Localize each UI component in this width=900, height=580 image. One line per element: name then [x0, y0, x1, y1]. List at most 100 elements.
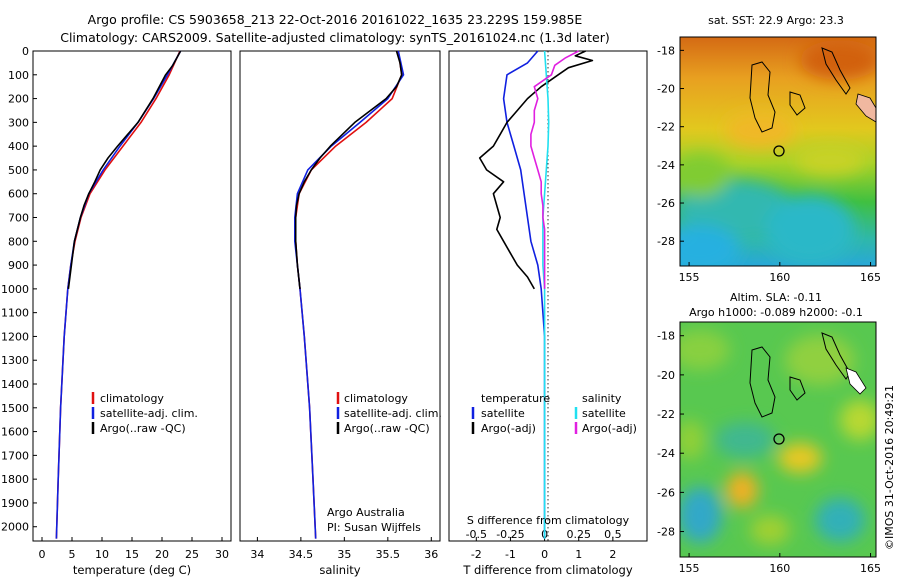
y-tick-label: 500: [8, 164, 29, 177]
argo-location-marker: [773, 145, 785, 157]
y-tick-label: 1300: [1, 354, 29, 367]
x-tick-label: 34: [250, 548, 264, 561]
y-tick-label: -20: [657, 83, 675, 96]
sla-map-title-2: Argo h1000: -0.089 h2000: -0.1: [689, 306, 863, 319]
x-tick-label: 35: [337, 548, 351, 561]
y-tick-label: -22: [657, 121, 675, 134]
temperature-plot-frame: [32, 50, 232, 542]
title-line-2: Climatology: CARS2009. Satellite-adjuste…: [60, 30, 610, 45]
y-tick-label: 1500: [1, 402, 29, 415]
x-tick-label: 165: [860, 562, 881, 575]
x-tick-label: 34.5: [289, 548, 314, 561]
y-tick-label: 1600: [1, 426, 29, 439]
y-tick-label: 900: [8, 259, 29, 272]
y-tick-label: 1400: [1, 378, 29, 391]
y-tick-label: 1000: [1, 283, 29, 296]
x-tick-label: 15: [125, 548, 139, 561]
s-tick-label: -0.5: [466, 528, 487, 541]
sla-map-y-ticks: -18 -20 -22 -24 -26 -28: [657, 330, 684, 539]
s-tick-label: 0.5: [604, 528, 622, 541]
legend-argo-label: Argo(..raw -QC): [100, 422, 186, 435]
y-tick-label: -18: [657, 44, 675, 57]
x-tick-label: 165: [860, 271, 881, 284]
title-line-1: Argo profile: CS 5903658_213 22-Oct-2016…: [88, 12, 583, 27]
x-tick-label: 20: [155, 548, 169, 561]
x-tick-label: 0: [541, 548, 548, 561]
salinity-x-label: salinity: [319, 563, 360, 577]
y-tick-label: 0: [22, 45, 29, 58]
island-outline: [789, 376, 806, 401]
temperature-x-ticks: 0 5 10 15 20 25 30: [39, 537, 229, 561]
series-line-1: [478, 50, 594, 290]
x-tick-label: 155: [679, 562, 700, 575]
sla-map-field: [680, 322, 876, 557]
legend-climatology-label: climatology: [100, 392, 164, 405]
difference-lines: [478, 50, 594, 539]
pi-credit: PI: Susan Wijffels: [327, 521, 421, 534]
s-tick-label: 0.25: [566, 528, 591, 541]
y-tick-label: -24: [657, 159, 675, 172]
argo-location-marker: [773, 433, 785, 445]
temperature-lines: [55, 50, 182, 539]
x-tick-label: 160: [769, 562, 790, 575]
x-tick-label: 35.5: [376, 548, 401, 561]
x-tick-label: 30: [215, 548, 229, 561]
sla-map-x-ticks: 155 160 165: [679, 553, 881, 575]
legend-salinity-header: salinity: [582, 392, 622, 405]
sst-map-y-ticks: -18 -20 -22 -24 -26 -28: [657, 44, 684, 248]
y-tick-label: -26: [657, 486, 675, 499]
x-tick-label: 0: [39, 548, 46, 561]
difference-panel: -2 -1 0 1 2-0.5 -0.25 0 0.25 0.5 T difference fr…: [448, 50, 648, 577]
x-tick-label: 25: [185, 548, 199, 561]
y-tick-label: -22: [657, 408, 675, 421]
y-tick-label: 1900: [1, 497, 29, 510]
x-tick-label: 36: [424, 548, 438, 561]
y-tick-label: -20: [657, 369, 675, 382]
island-outline: [749, 61, 776, 133]
series-line-3: [530, 50, 580, 289]
sla-map-frame: [679, 321, 877, 558]
sst-map-title: sat. SST: 22.9 Argo: 23.3: [708, 14, 844, 27]
x-tick-label: 2: [609, 548, 616, 561]
s-tick-label: -0.25: [496, 528, 524, 541]
legend-satellite-label: satellite-adj. clim.: [100, 407, 198, 420]
difference-s-x-label: S difference from climatology: [467, 514, 630, 527]
series-line-2: [294, 50, 403, 289]
sla-map-title-1: Altim. SLA: -0.11: [730, 291, 822, 304]
legend-s-argo-label: Argo(-adj): [582, 422, 637, 435]
series-line-0: [502, 50, 546, 539]
y-tick-label: -18: [657, 330, 675, 343]
sst-map-frame: [679, 36, 877, 267]
y-tick-label: 700: [8, 212, 29, 225]
sst-map-field: [680, 37, 876, 266]
temperature-y-ticks: 0 100 200 300 400 500 600 700 800 900 1000 1100 1200…: [1, 45, 37, 534]
x-tick-label: -1: [505, 548, 516, 561]
argo-australia-credit: Argo Australia: [327, 506, 405, 519]
series-line-1: [293, 50, 405, 539]
temperature-panel: 0100200300400500600700800900100011001200…: [1, 45, 232, 577]
sst-map-panel: sat. SST: 22.9 Argo: 23.3 -18 -20 -22 -24 -2…: [657, 14, 881, 284]
difference-legend: temperature salinity satellite Argo(-adj…: [471, 392, 637, 435]
salinity-lines: [293, 50, 405, 539]
island-outline: [821, 47, 851, 95]
legend-s-satellite-label: satellite: [582, 407, 626, 420]
legend-temperature-header: temperature: [481, 392, 550, 405]
y-tick-label: 600: [8, 188, 29, 201]
y-tick-label: 100: [8, 69, 29, 82]
land-patch: [845, 367, 867, 395]
x-tick-label: 1: [575, 548, 582, 561]
island-outline: [749, 346, 776, 418]
legend-t-argo-label: Argo(-adj): [481, 422, 536, 435]
temperature-x-label: temperature (deg C): [73, 563, 191, 577]
x-tick-label: -2: [471, 548, 482, 561]
salinity-panel: 34 34.5 35 35.5 36 salinity climatology sate…: [239, 50, 442, 577]
y-tick-label: 1100: [1, 307, 29, 320]
y-tick-label: -28: [657, 235, 675, 248]
salinity-x-ticks: 34 34.5 35 35.5 36: [250, 537, 438, 561]
y-tick-label: 800: [8, 235, 29, 248]
island-outline: [789, 91, 806, 116]
temperature-legend: climatology satellite-adj. clim. Argo(..…: [91, 392, 198, 435]
sst-map-x-ticks: 155 160 165: [679, 262, 881, 284]
salinity-plot-frame: [239, 50, 441, 542]
